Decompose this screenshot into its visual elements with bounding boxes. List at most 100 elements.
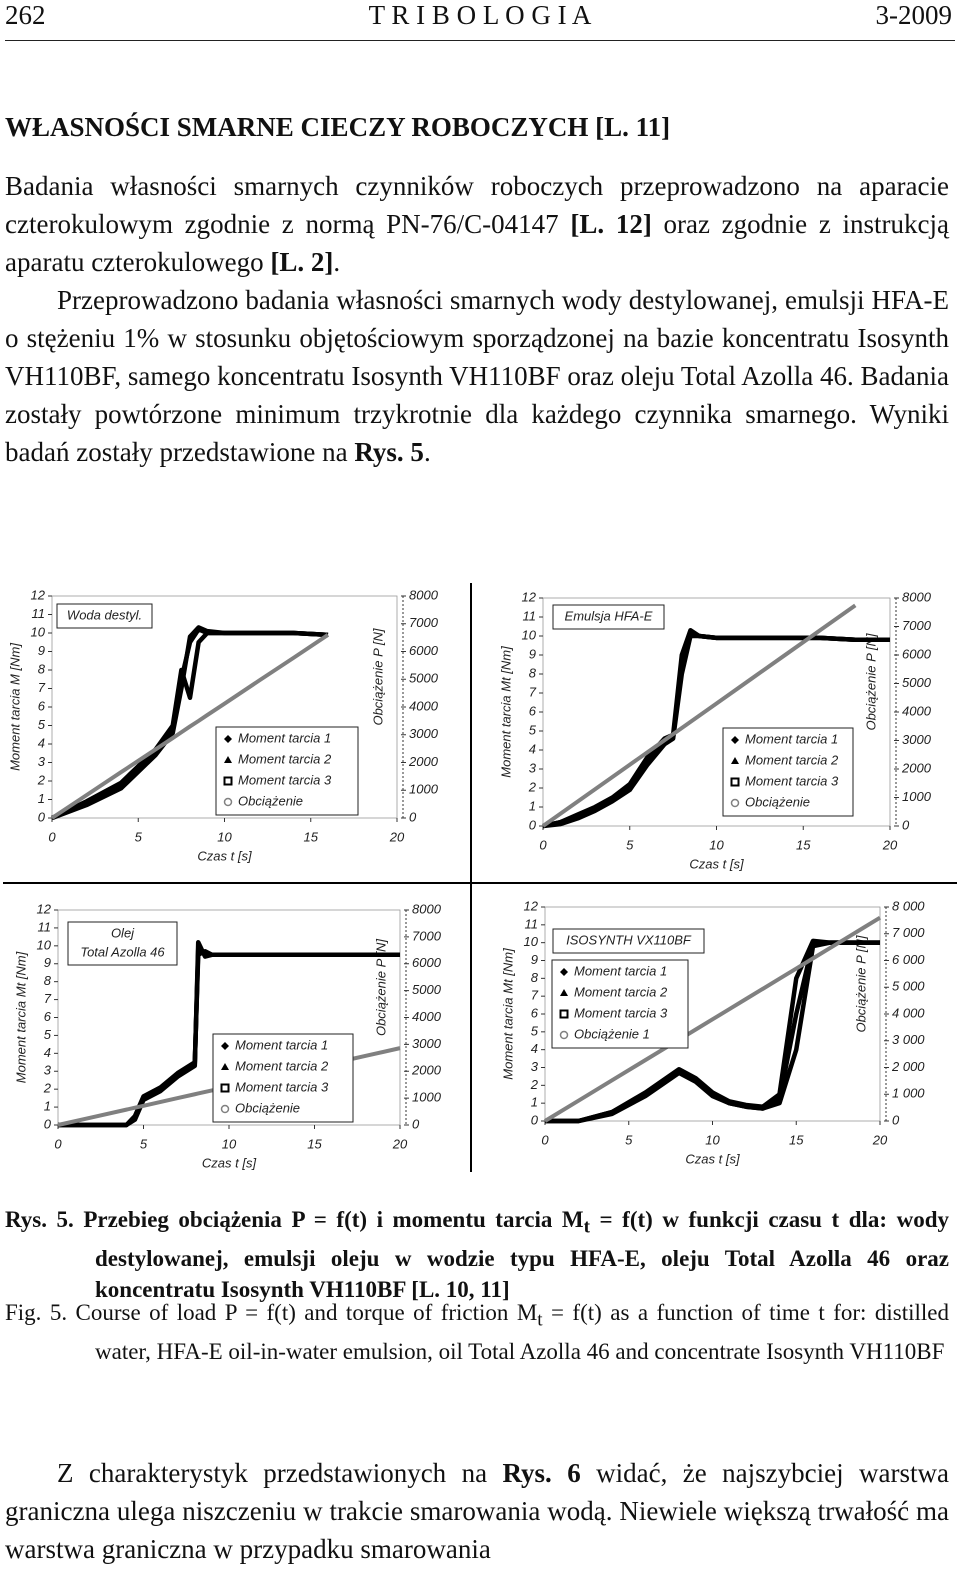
reference: [L. 12]	[570, 209, 652, 239]
y2-tick-label: 3000	[412, 1036, 442, 1051]
legend-marker	[560, 989, 568, 996]
y-tick-label: 5	[44, 1027, 52, 1042]
x-tick-label: 10	[217, 829, 232, 844]
text: .	[423, 437, 431, 467]
y2-tick-label: 8 000	[892, 898, 925, 913]
y2-tick-label: 1000	[409, 782, 439, 797]
y-tick-label: 10	[31, 624, 46, 639]
y-tick-label: 8	[44, 973, 52, 988]
y-tick-label: 1	[38, 791, 45, 806]
y2-tick-label: 7000	[409, 615, 439, 630]
y2-axis-label: Obciążenie P [N]	[853, 935, 868, 1032]
y-tick-label: 6	[531, 1005, 539, 1020]
legend-marker	[731, 736, 739, 744]
series-line	[543, 915, 882, 1123]
y2-axis-label: Obciążenie P [N]	[373, 939, 388, 1036]
y2-tick-label: 5000	[409, 671, 439, 686]
x-tick-label: 20	[392, 1136, 408, 1151]
y2-tick-label: 8000	[902, 589, 932, 604]
legend-box	[722, 727, 854, 817]
text: = f(t) w funkcji czasu t dla: wody desty…	[95, 1207, 949, 1302]
paragraph: Z charakterystyk przedstawionych na Rys.…	[5, 1454, 949, 1568]
y2-axis-label: Obciążenie P [N]	[370, 628, 385, 725]
legend-label: Moment tarcia 2	[574, 984, 668, 999]
x-tick-label: 0	[539, 837, 547, 852]
y-tick-label: 8	[531, 970, 539, 985]
y2-tick-label: 6000	[412, 955, 442, 970]
legend-label: Moment tarcia 1	[235, 1037, 328, 1052]
y-tick-label: 5	[531, 1023, 539, 1038]
x-tick-label: 15	[304, 829, 319, 844]
y2-tick-label: 2 000	[891, 1059, 925, 1074]
issue: 3-2009	[875, 0, 953, 30]
figure-ref: Rys. 5	[354, 437, 424, 467]
y-tick-label: 9	[44, 955, 51, 970]
x-axis-label: Czas t [s]	[202, 1155, 257, 1170]
y-tick-label: 8	[38, 661, 46, 676]
y2-tick-label: 5 000	[892, 979, 925, 994]
series-line	[51, 630, 329, 821]
y2-tick-label: 1000	[412, 1090, 442, 1105]
y-tick-label: 3	[531, 1059, 539, 1074]
y-tick-label: 11	[38, 919, 52, 934]
legend-label: Moment tarcia 3	[238, 772, 332, 787]
x-tick-label: 0	[54, 1136, 62, 1151]
legend-marker	[221, 1042, 229, 1050]
y-tick-label: 4	[531, 1041, 538, 1056]
legend-marker	[559, 1009, 569, 1019]
legend-marker	[730, 798, 740, 808]
text: widać, że najszybciej warstwa graniczna …	[5, 1458, 949, 1564]
x-tick-label: 0	[541, 1132, 549, 1147]
y-tick-label: 10	[37, 937, 52, 952]
y-tick-label: 7	[38, 680, 46, 695]
legend-marker	[731, 757, 739, 764]
y2-tick-label: 7000	[902, 618, 932, 633]
caption-pl: Rys. 5. Przebieg obciążenia P = f(t) i m…	[5, 1204, 949, 1305]
y2-tick-label: 2000	[901, 760, 932, 775]
x-axis-label: Czas t [s]	[685, 1151, 740, 1166]
figure-ref: Rys. 6	[502, 1458, 581, 1488]
y-tick-label: 7	[44, 991, 52, 1006]
y-tick-label: 1	[44, 1099, 51, 1114]
y-tick-label: 5	[38, 717, 46, 732]
x-tick-label: 5	[625, 1132, 633, 1147]
y2-tick-label: 8000	[409, 587, 439, 602]
legend-label: Obciążenie 1	[574, 1026, 650, 1041]
y-tick-label: 8	[529, 665, 537, 680]
title-box	[552, 928, 705, 954]
y2-tick-label: 0	[409, 809, 417, 824]
y-tick-label: 11	[523, 608, 537, 623]
y2-tick-label: 4000	[412, 1009, 442, 1024]
series-line	[58, 940, 400, 1128]
legend-label: Moment tarcia 2	[745, 752, 839, 767]
y-tick-label: 9	[529, 646, 536, 661]
text: oraz zgodnie z instrukcją aparatu cztero…	[5, 209, 949, 277]
legend-label: Obciążenie	[235, 1100, 300, 1115]
x-tick-label: 20	[882, 837, 898, 852]
text: Z charakterystyk przedstawionych na	[57, 1458, 503, 1488]
y2-tick-label: 2000	[411, 1063, 442, 1078]
chart-title: Emulsja HFA-E	[565, 608, 653, 623]
y2-tick-label: 4 000	[892, 1005, 925, 1020]
y-tick-label: 5	[529, 722, 537, 737]
y-tick-label: 10	[522, 627, 537, 642]
x-tick-label: 10	[709, 837, 724, 852]
section-heading: WŁASNOŚCI SMARNE CIECZY ROBOCZYCH [L. 11…	[5, 112, 671, 142]
chart-title: Woda destyl.	[67, 607, 142, 622]
series-line	[542, 633, 890, 829]
y-tick-label: 0	[38, 809, 46, 824]
legend-marker	[560, 968, 568, 976]
subscript: t	[537, 1309, 543, 1331]
text: Przebieg obciążenia P = f(t) i momentu t…	[73, 1207, 584, 1232]
x-axis-label: Czas t [s]	[197, 848, 252, 863]
x-tick-label: 15	[796, 837, 811, 852]
legend-label: Moment tarcia 3	[574, 1005, 668, 1020]
text: .	[333, 247, 341, 277]
caption-en: Fig. 5. Course of load P = f(t) and torq…	[5, 1297, 949, 1367]
legend-label: Moment tarcia 3	[745, 773, 839, 788]
y2-tick-label: 1000	[902, 789, 932, 804]
title-box	[56, 603, 153, 629]
y2-tick-label: 6 000	[892, 952, 925, 967]
y2-tick-label: 4000	[409, 698, 439, 713]
